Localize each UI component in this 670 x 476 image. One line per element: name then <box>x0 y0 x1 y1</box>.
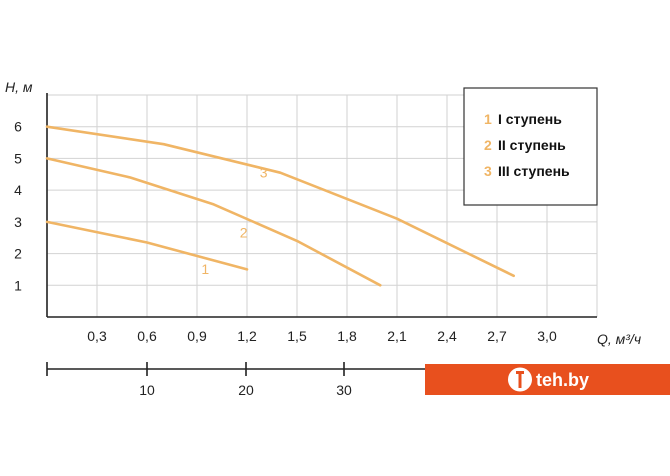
x-tick-label: 2,1 <box>387 328 407 344</box>
watermark: teh.by <box>425 364 670 395</box>
legend-box <box>463 87 598 206</box>
x-tick-label: 0,3 <box>87 328 107 344</box>
x-tick-label: 3,0 <box>537 328 557 344</box>
tick-labels: 0,3 0,6 0,9 1,2 1,5 1,8 2,1 2,4 2,7 3,0 1 2 3 4 5 6 <box>14 119 557 344</box>
y-tick-label: 4 <box>14 182 22 198</box>
series-line <box>45 125 515 278</box>
x-axis-title: Q, м³/ч <box>597 331 641 347</box>
legend: 1 I ступень 2 II ступень 3 III ступень <box>463 87 598 206</box>
y-tick-label: 2 <box>14 246 22 262</box>
x-tick-label: 1,2 <box>237 328 257 344</box>
y-tick-label: 6 <box>14 119 22 135</box>
x-tick-label: 0,6 <box>137 328 157 344</box>
watermark-text: teh.by <box>536 370 589 390</box>
y-tick-label: 1 <box>14 277 22 293</box>
legend-item-number: 1 <box>484 111 492 127</box>
series-line <box>45 157 382 287</box>
legend-item-number: 2 <box>484 137 492 153</box>
y-tick-label: 3 <box>14 214 22 230</box>
y-axis-title: H, м <box>5 79 33 95</box>
series-label: 2 <box>240 225 248 241</box>
x-tick-label: 2,7 <box>487 328 507 344</box>
axes <box>46 93 597 318</box>
secondary-axis-tick-label: 30 <box>336 382 352 398</box>
x-tick-label: 0,9 <box>187 328 207 344</box>
secondary-axis-tick-label: 20 <box>238 382 254 398</box>
x-tick-label: 1,8 <box>337 328 357 344</box>
curves: 1 2 3 <box>45 125 515 287</box>
watermark-background <box>425 364 670 395</box>
x-tick-label: 1,5 <box>287 328 307 344</box>
legend-item-label: II ступень <box>498 137 566 153</box>
secondary-axis-tick-label: 10 <box>139 382 155 398</box>
y-tick-label: 5 <box>14 150 22 166</box>
series-line <box>45 220 249 271</box>
series-label: 1 <box>201 261 209 277</box>
legend-item-number: 3 <box>484 163 492 179</box>
legend-item-label: III ступень <box>498 163 570 179</box>
x-tick-label: 2,4 <box>437 328 457 344</box>
watermark-logo-glyph-icon <box>516 371 524 388</box>
series-label: 3 <box>260 164 268 180</box>
legend-item-label: I ступень <box>498 111 562 127</box>
